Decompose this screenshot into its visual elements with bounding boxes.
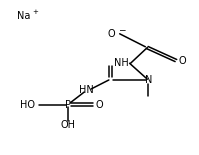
Text: N: N [145,75,152,85]
Text: O: O [108,29,115,39]
Text: Na: Na [17,11,30,21]
Text: O: O [95,100,103,109]
Text: −: − [118,25,125,34]
Text: P: P [65,100,71,109]
Text: HN: HN [79,85,94,95]
Text: +: + [32,9,38,15]
Text: NH: NH [114,58,129,68]
Text: HO: HO [20,100,35,109]
Text: O: O [179,56,186,66]
Text: OH: OH [61,120,76,130]
